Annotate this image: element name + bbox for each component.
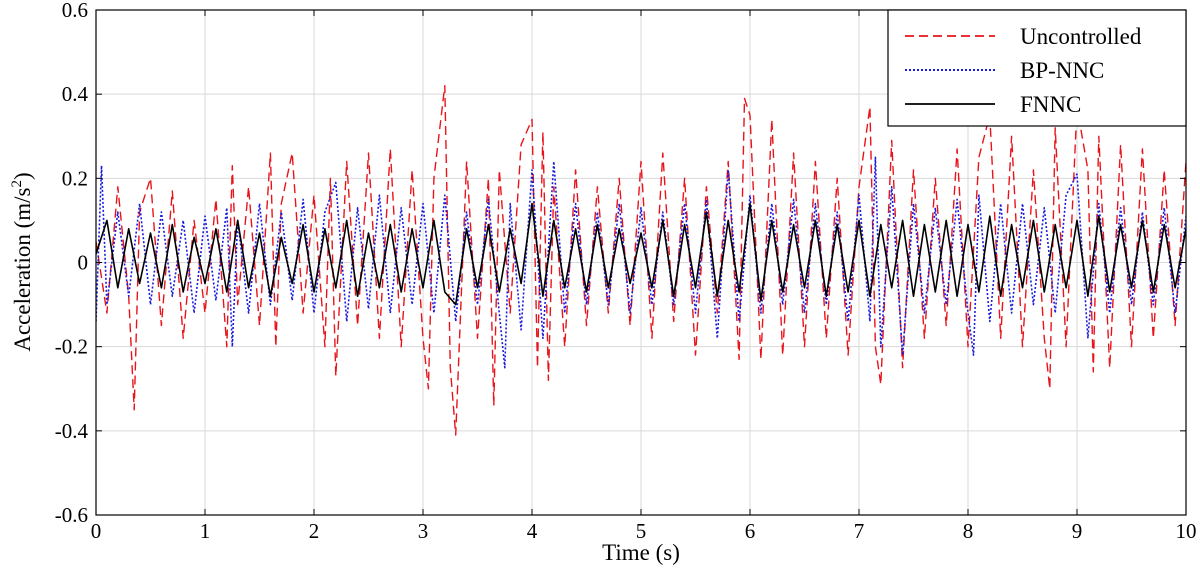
x-tick-label-10: 10: [1176, 519, 1197, 543]
x-tick-label-3: 3: [418, 519, 429, 543]
legend-label-fnnc: FNNC: [1020, 92, 1081, 117]
legend-box: [887, 9, 1187, 127]
y-tick-label-4: 0.2: [62, 166, 88, 190]
y-tick-label-1: -0.4: [55, 419, 89, 443]
y-axis-title-close: ): [10, 172, 35, 180]
y-tick-label-3: 0: [78, 251, 89, 275]
y-axis-title: Acceleration (m/s2): [9, 172, 35, 351]
x-tick-label-8: 8: [963, 519, 974, 543]
series-line-fnnc: [96, 202, 1186, 306]
y-tick-label-5: 0.4: [62, 82, 89, 106]
x-tick-label-7: 7: [854, 519, 865, 543]
y-axis-title-main: Acceleration (m/s: [10, 187, 35, 351]
x-tick-label-2: 2: [309, 519, 320, 543]
series-layer: [96, 84, 1186, 436]
y-tick-label-0: -0.6: [55, 503, 88, 527]
y-tick-label-2: -0.2: [55, 335, 88, 359]
series-line-uncontrolled: [96, 84, 1186, 436]
legend: Uncontrolled BP-NNC FNNC: [887, 9, 1187, 127]
y-tick-label-6: 0.6: [62, 0, 88, 22]
x-tick-label-9: 9: [1072, 519, 1083, 543]
x-axis-title: Time (s): [602, 540, 680, 565]
y-axis-title-superscript: 2: [9, 180, 25, 188]
legend-label-uncontrolled: Uncontrolled: [1020, 24, 1142, 49]
x-tick-label-1: 1: [200, 519, 211, 543]
x-tick-label-6: 6: [745, 519, 756, 543]
legend-label-bp-nnc: BP-NNC: [1020, 58, 1104, 83]
tick-label-layer: 0 1 2 3 4 5 6 7 8 9 10 -0.6 -0.4 -0.2 0 0.2 0.4 0.6: [55, 0, 1197, 543]
x-tick-label-4: 4: [527, 519, 538, 543]
x-tick-label-5: 5: [636, 519, 647, 543]
x-tick-label-0: 0: [91, 519, 102, 543]
